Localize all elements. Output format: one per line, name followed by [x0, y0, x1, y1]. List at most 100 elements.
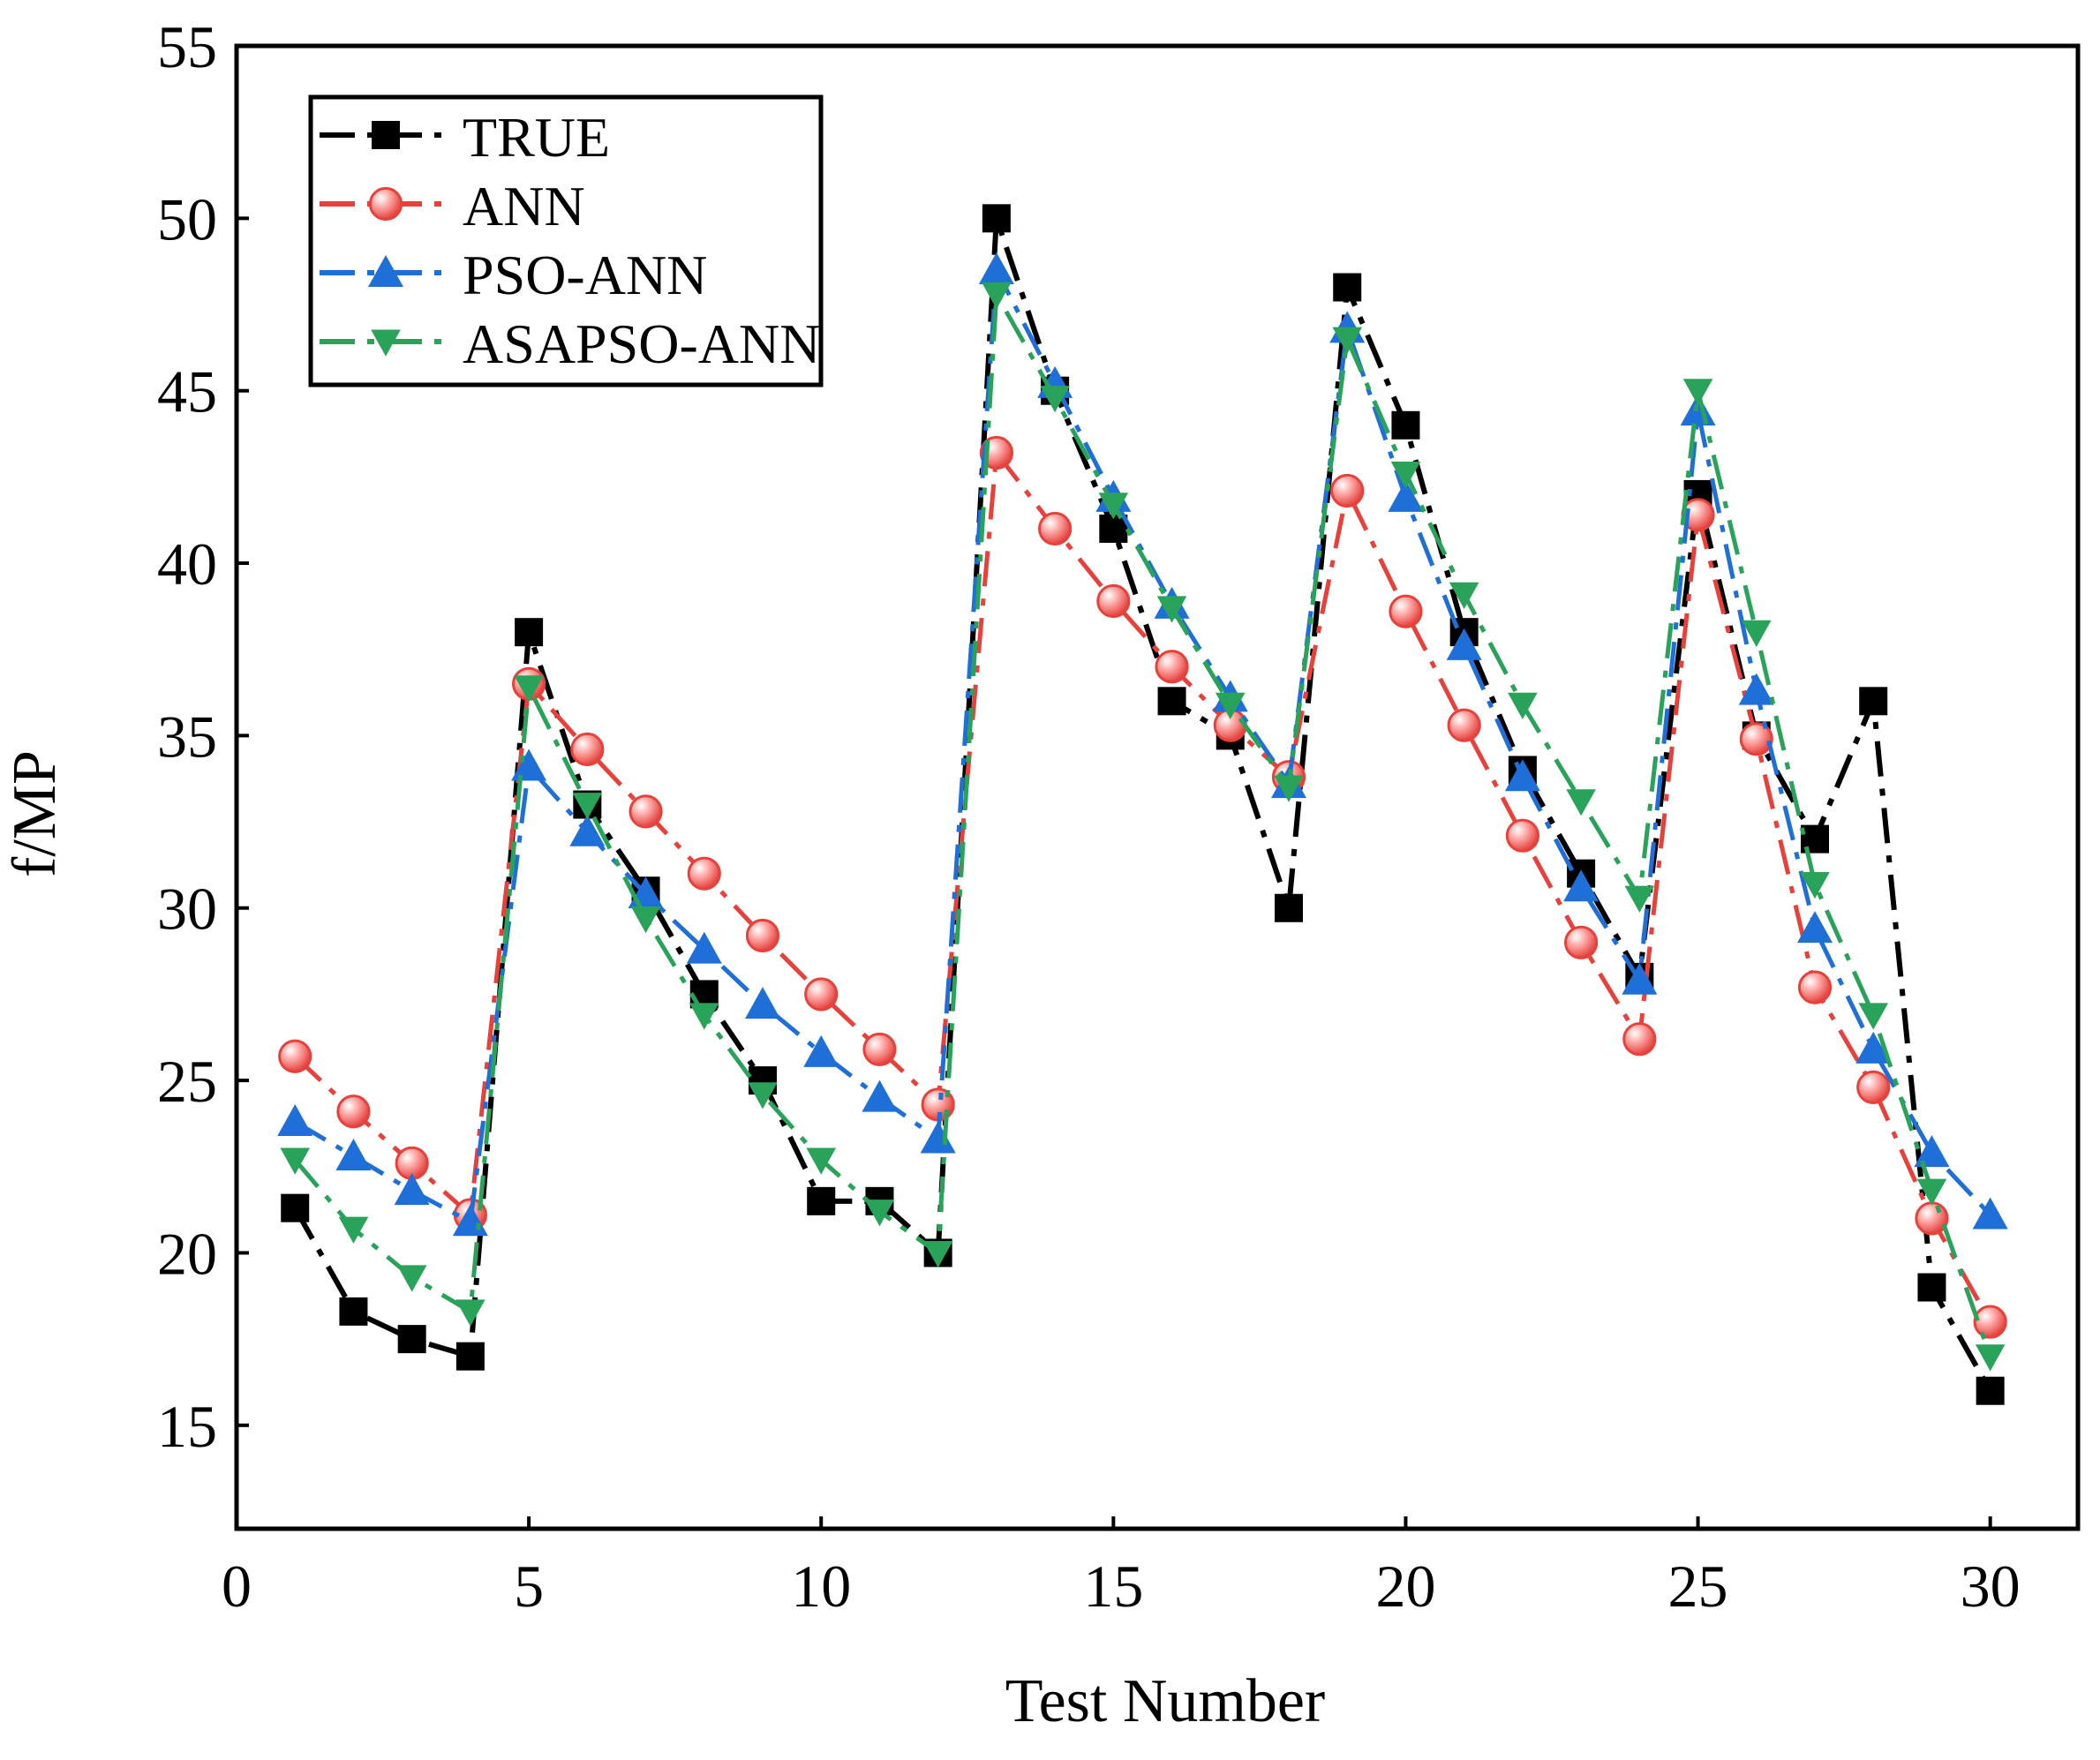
point-ann — [1447, 708, 1481, 742]
point-asapso-ann — [1916, 1178, 1947, 1206]
point-ann — [1915, 1201, 1949, 1236]
point-true — [1917, 1273, 1946, 1302]
point-ann — [1330, 473, 1365, 508]
point-pso-ann — [1738, 673, 1774, 705]
point-pso-ann — [1622, 962, 1658, 995]
series-line-asapso-ann — [293, 291, 1993, 1358]
point-ann — [1389, 594, 1423, 628]
point-asapso-ann — [1390, 462, 1421, 489]
point-pso-ann — [1446, 628, 1482, 660]
legend-marker — [371, 329, 401, 357]
series-asapso-ann — [280, 282, 2006, 1372]
point-true — [1391, 410, 1420, 440]
series-line-ann — [293, 450, 1992, 1323]
x-tick-label: 25 — [1668, 1553, 1728, 1620]
point-asapso-ann — [982, 282, 1012, 310]
point-ann — [1505, 818, 1539, 853]
point-ann — [745, 918, 780, 953]
point-ann — [570, 732, 605, 767]
point-pso-ann — [511, 748, 547, 781]
point-ann — [1973, 1305, 2007, 1339]
axes-group: 0 5 10 15 20 25 30 15 20 25 30 35 40 45 50 55 — [157, 13, 2081, 1620]
point-asapso-ann — [1682, 379, 1713, 406]
y-tick-label: 20 — [157, 1220, 217, 1287]
point-ann — [1622, 1022, 1657, 1057]
point-true — [339, 1297, 368, 1326]
point-true — [807, 1186, 836, 1215]
point-asapso-ann — [806, 1147, 837, 1175]
x-tick-label: 0 — [222, 1553, 252, 1620]
point-asapso-ann — [1566, 789, 1596, 816]
point-asapso-ann — [1624, 885, 1655, 913]
y-tick-label: 30 — [157, 876, 217, 943]
point-pso-ann — [803, 1034, 839, 1067]
x-tick-label: 30 — [1961, 1553, 2021, 1620]
point-pso-ann — [394, 1173, 430, 1206]
y-tick-label: 45 — [157, 358, 217, 425]
legend-label: ASAPSO-ANN — [463, 312, 820, 375]
point-asapso-ann — [338, 1216, 369, 1244]
series-line-true — [292, 215, 1993, 1393]
legend-marker — [368, 186, 403, 222]
legend-marker — [368, 255, 403, 287]
point-asapso-ann — [748, 1082, 778, 1109]
point-asapso-ann — [689, 1003, 719, 1030]
point-asapso-ann — [1741, 620, 1772, 647]
point-asapso-ann — [1975, 1344, 2006, 1372]
x-tick-label: 10 — [791, 1553, 851, 1620]
point-true — [982, 204, 1011, 233]
legend-item-pso-ann: PSO-ANN — [320, 244, 707, 306]
point-asapso-ann — [864, 1200, 895, 1227]
y-tick-label: 55 — [157, 13, 217, 80]
point-ann — [862, 1032, 897, 1067]
point-true — [455, 1342, 485, 1371]
series-line-pso-ann — [293, 267, 1992, 1224]
x-tick-label: 20 — [1375, 1553, 1435, 1620]
legend-marker — [372, 121, 400, 149]
point-true — [281, 1193, 310, 1222]
point-ann — [336, 1094, 371, 1129]
point-pso-ann — [978, 252, 1014, 284]
point-true — [1275, 893, 1303, 922]
point-pso-ann — [745, 987, 780, 1019]
series-group — [277, 204, 2008, 1405]
point-asapso-ann — [280, 1147, 311, 1175]
point-true — [1859, 687, 1888, 716]
legend-label: TRUE — [463, 106, 610, 169]
point-true — [1157, 687, 1186, 716]
point-pso-ann — [920, 1121, 956, 1154]
point-asapso-ann — [1098, 493, 1129, 520]
point-ann — [1856, 1070, 1891, 1105]
legend-label: ANN — [463, 175, 585, 237]
point-pso-ann — [1388, 479, 1424, 512]
point-ann — [278, 1039, 312, 1073]
point-ann — [1564, 925, 1599, 959]
point-pso-ann — [1914, 1135, 1950, 1168]
point-true — [515, 618, 544, 647]
point-asapso-ann — [630, 906, 661, 934]
x-tick-label: 15 — [1083, 1553, 1143, 1620]
point-asapso-ann — [1156, 596, 1187, 623]
point-pso-ann — [1855, 1031, 1892, 1064]
y-tick-label: 25 — [157, 1048, 217, 1115]
point-asapso-ann — [922, 1241, 953, 1268]
point-pso-ann — [335, 1139, 372, 1171]
point-asapso-ann — [1508, 692, 1538, 720]
legend-item-ann: ANN — [320, 175, 585, 237]
point-ann — [1038, 511, 1073, 546]
point-ann — [1155, 650, 1189, 684]
legend-item-asapso-ann: ASAPSO-ANN — [320, 312, 820, 375]
point-asapso-ann — [1800, 871, 1830, 899]
point-pso-ann — [862, 1079, 898, 1112]
point-asapso-ann — [1332, 327, 1363, 354]
point-true — [1333, 273, 1362, 302]
point-pso-ann — [1797, 911, 1833, 944]
point-asapso-ann — [455, 1299, 485, 1327]
point-pso-ann — [1563, 869, 1599, 902]
point-ann — [1096, 583, 1131, 619]
point-pso-ann — [569, 814, 606, 846]
y-tick-label: 15 — [157, 1393, 217, 1460]
